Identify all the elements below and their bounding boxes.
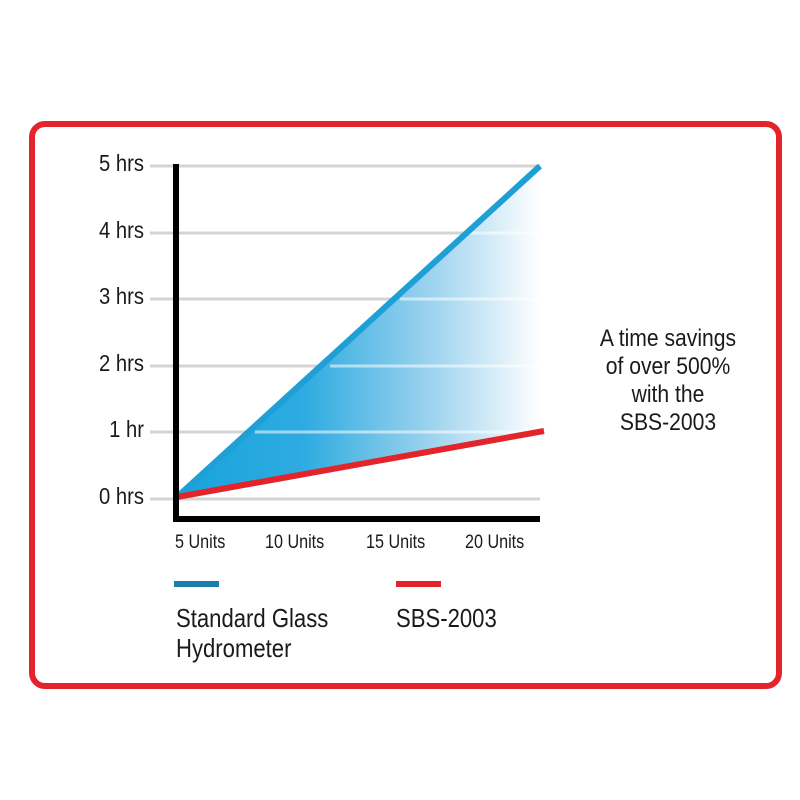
y-tick-label: 3 hrs (98, 283, 144, 309)
legend-label-line: Standard Glass (176, 603, 329, 633)
x-tick-label: 5 Units (175, 532, 226, 553)
y-tick-label: 1 hr (109, 416, 144, 442)
legend-swatch-standard-glass-hydrometer (174, 581, 219, 587)
x-tick-label: 10 Units (265, 532, 325, 553)
y-tick-label: 2 hrs (98, 350, 144, 376)
y-tick-label: 5 hrs (98, 150, 144, 176)
legend-label-sbs-2003: SBS-2003 (396, 603, 497, 633)
y-tick-label: 4 hrs (98, 217, 144, 243)
chart-frame (29, 121, 782, 689)
x-tick-label: 20 Units (465, 532, 525, 553)
x-tick-label: 15 Units (366, 532, 426, 553)
legend-label-line: Hydrometer (176, 633, 292, 663)
note-line: A time savings (599, 325, 737, 352)
legend-swatch-sbs-2003 (396, 581, 441, 587)
series-line-sbs-2003 (176, 428, 545, 500)
note-line: of over 500% (605, 353, 731, 380)
note-line: with the (631, 381, 705, 408)
time-savings-note: A time savings of over 500% with the SBS… (568, 325, 768, 437)
legend-label-line: SBS-2003 (396, 603, 497, 633)
series-line-standard-glass-hydrometer (174, 163, 543, 500)
y-tick-label: 0 hrs (98, 483, 144, 509)
note-line: SBS-2003 (619, 409, 717, 436)
legend-label-standard-glass-hydrometer: Standard Glass Hydrometer (176, 603, 328, 663)
